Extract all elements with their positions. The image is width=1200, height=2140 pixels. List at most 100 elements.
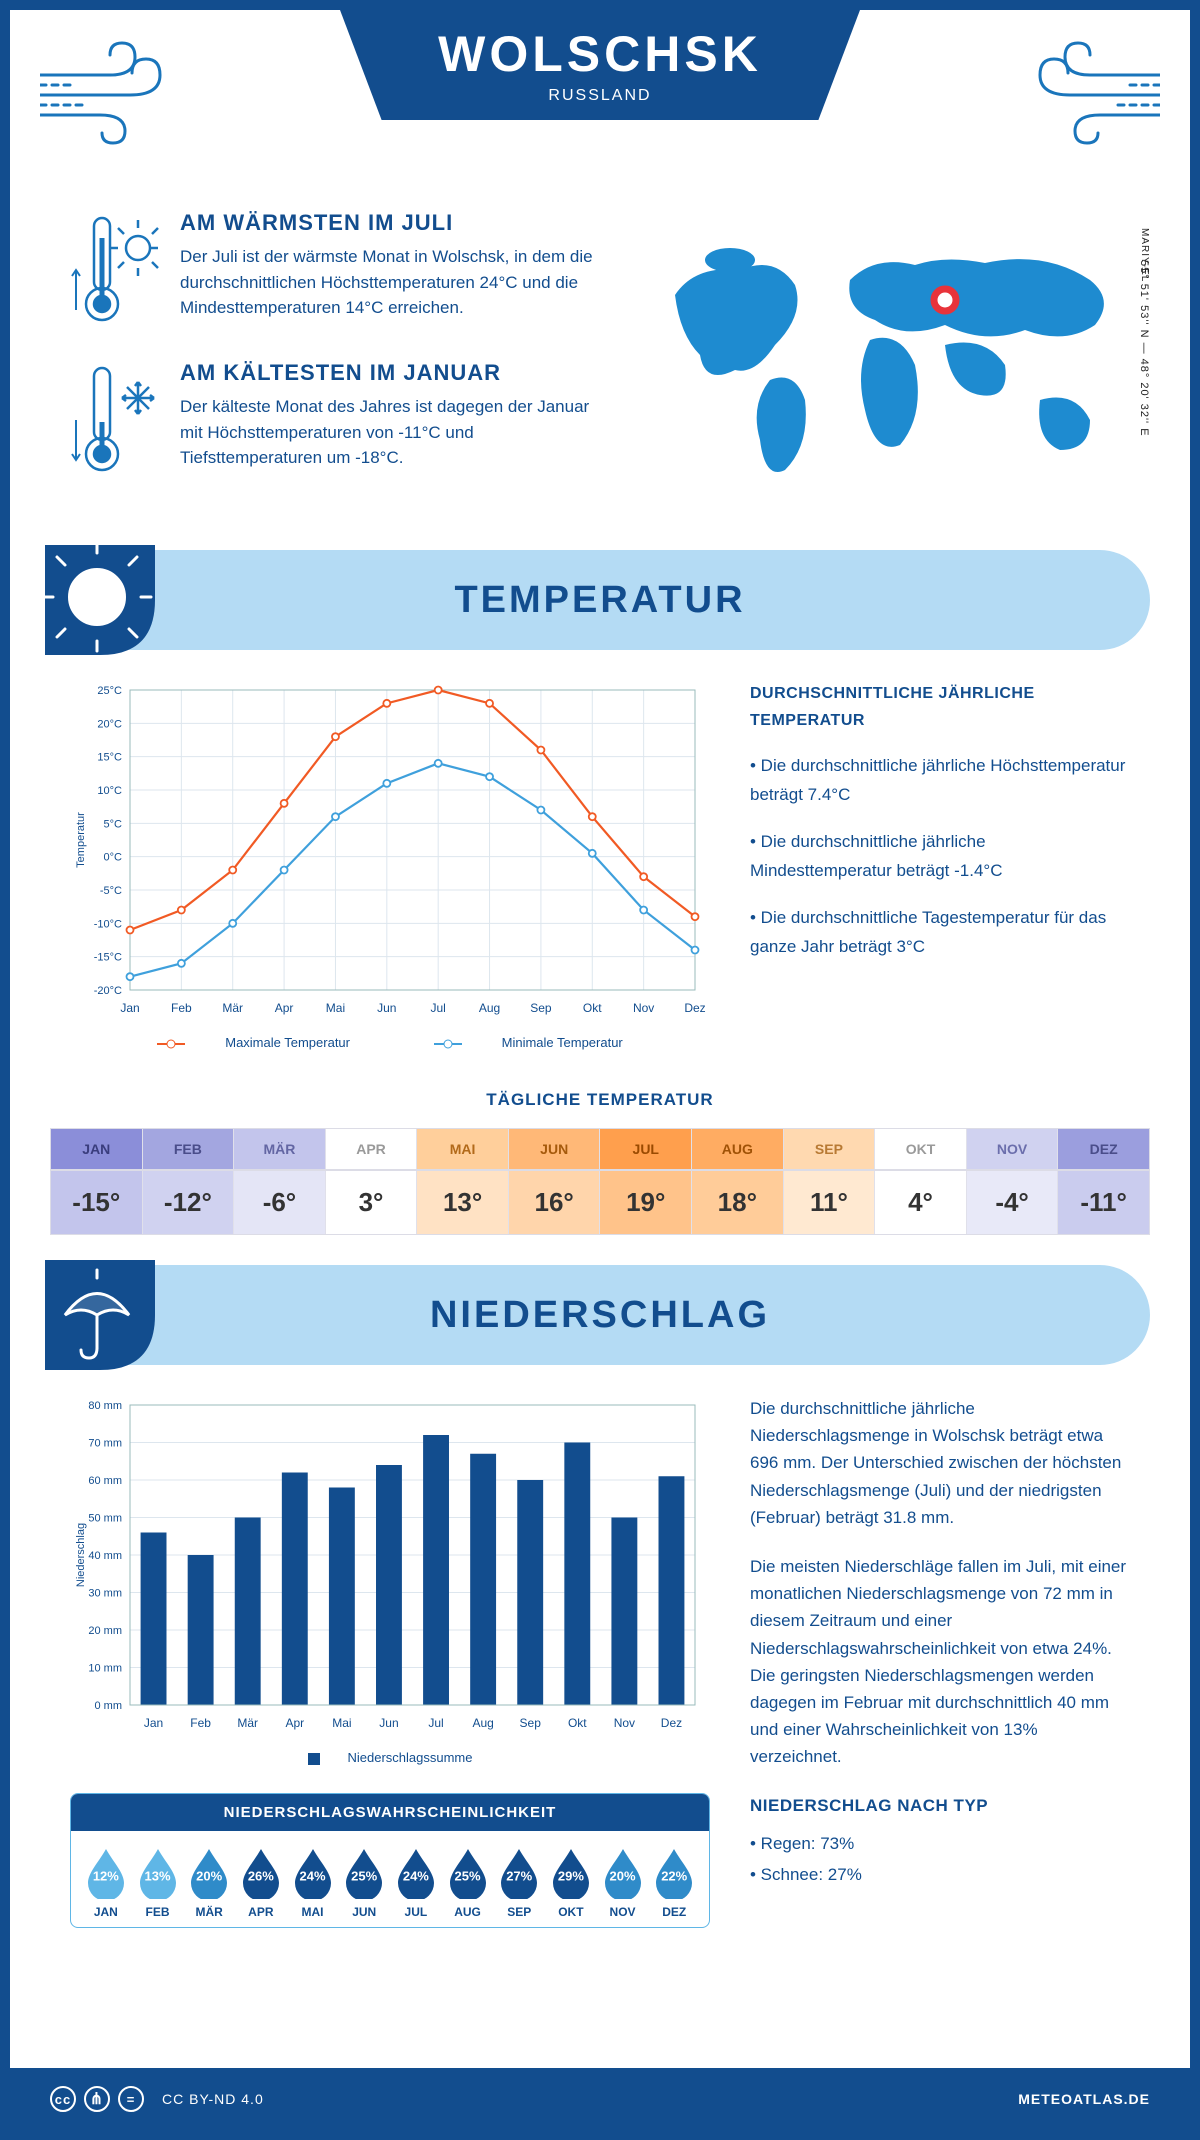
wind-icon-left <box>40 35 200 145</box>
daily-temp-month-cell: MÄR <box>234 1129 326 1169</box>
daily-temp-month-cell: DEZ <box>1058 1129 1149 1169</box>
svg-text:30 mm: 30 mm <box>88 1588 122 1600</box>
daily-temp-value-cell: 19° <box>600 1171 692 1234</box>
temp-note-bullet: • Die durchschnittliche Tagestemperatur … <box>750 904 1130 962</box>
prob-drop: 20%NOV <box>598 1847 648 1919</box>
precip-type-heading: NIEDERSCHLAG NACH TYP <box>750 1792 1130 1819</box>
license-block: cc ⋔ = CC BY-ND 4.0 <box>50 2086 264 2112</box>
svg-text:15°C: 15°C <box>97 752 122 764</box>
svg-text:Jul: Jul <box>428 1716 443 1730</box>
daily-temp-month-cell: JAN <box>51 1129 143 1169</box>
cc-icon: cc <box>50 2086 76 2112</box>
coordinates-label: 55° 51' 53'' N — 48° 20' 32'' E <box>1138 260 1150 437</box>
temperature-line-chart: -20°C-15°C-10°C-5°C0°C5°C10°C15°C20°C25°… <box>70 680 710 1050</box>
prob-drop: 24%JUL <box>391 1847 441 1919</box>
daily-temp-month-cell: FEB <box>143 1129 235 1169</box>
coldest-title: AM KÄLTESTEN IM JANUAR <box>180 360 600 386</box>
title-ribbon: WOLSCHSK RUSSLAND <box>340 10 860 120</box>
precipitation-heading: NIEDERSCHLAG <box>50 1294 1150 1337</box>
svg-text:Feb: Feb <box>190 1716 211 1730</box>
svg-text:Okt: Okt <box>583 1001 602 1015</box>
prob-drop: 13%FEB <box>133 1847 183 1919</box>
daily-temp-value-cell: -11° <box>1058 1171 1149 1234</box>
precipitation-section-header: NIEDERSCHLAG <box>50 1265 1150 1365</box>
precip-type-line: • Schnee: 27% <box>750 1861 1130 1888</box>
daily-temp-month-cell: NOV <box>967 1129 1059 1169</box>
prob-title: NIEDERSCHLAGSWAHRSCHEINLICHKEIT <box>71 1794 709 1831</box>
country-subtitle: RUSSLAND <box>548 87 651 105</box>
header: WOLSCHSK RUSSLAND <box>10 10 1190 190</box>
coldest-text: Der kälteste Monat des Jahres ist dagege… <box>180 394 600 471</box>
temperature-notes: DURCHSCHNITTLICHE JÄHRLICHE TEMPERATUR •… <box>750 680 1130 1050</box>
svg-text:Jun: Jun <box>377 1001 396 1015</box>
temp-note-bullet: • Die durchschnittliche jährliche Mindes… <box>750 828 1130 886</box>
daily-temp-month-cell: OKT <box>875 1129 967 1169</box>
prob-drop: 22%DEZ <box>649 1847 699 1919</box>
svg-text:0°C: 0°C <box>104 852 123 864</box>
city-title: WOLSCHSK <box>438 25 762 83</box>
svg-text:Dez: Dez <box>684 1001 705 1015</box>
legend-min: Minimale Temperatur <box>414 1035 643 1050</box>
thermometer-cold-icon <box>70 360 160 480</box>
svg-text:Mär: Mär <box>237 1716 258 1730</box>
daily-temp-month-cell: APR <box>326 1129 418 1169</box>
svg-text:Sep: Sep <box>530 1001 552 1015</box>
daily-temp-value-cell: 4° <box>875 1171 967 1234</box>
precipitation-bar-chart: 0 mm10 mm20 mm30 mm40 mm50 mm60 mm70 mm8… <box>70 1395 710 1735</box>
svg-text:Nov: Nov <box>614 1716 635 1730</box>
prob-drop: 25%AUG <box>443 1847 493 1919</box>
daily-temp-value-cell: -6° <box>234 1171 326 1234</box>
umbrella-icon <box>45 1260 155 1370</box>
svg-text:40 mm: 40 mm <box>88 1550 122 1562</box>
precip-paragraph-1: Die durchschnittliche jährliche Niedersc… <box>750 1395 1130 1531</box>
prob-drop: 24%MAI <box>288 1847 338 1919</box>
prob-drop: 29%OKT <box>546 1847 596 1919</box>
svg-text:10 mm: 10 mm <box>88 1663 122 1675</box>
svg-text:60 mm: 60 mm <box>88 1475 122 1487</box>
daily-temp-value-cell: -12° <box>143 1171 235 1234</box>
temp-note-bullet: • Die durchschnittliche jährliche Höchst… <box>750 752 1130 810</box>
wind-icon-right <box>1000 35 1160 145</box>
svg-text:-10°C: -10°C <box>94 918 122 930</box>
svg-text:Mär: Mär <box>222 1001 243 1015</box>
daily-temp-value-cell: 18° <box>692 1171 784 1234</box>
svg-text:Sep: Sep <box>520 1716 542 1730</box>
svg-text:Jan: Jan <box>144 1716 163 1730</box>
daily-temp-value-cell: 3° <box>326 1171 418 1234</box>
svg-text:0 mm: 0 mm <box>95 1700 123 1712</box>
svg-text:80 mm: 80 mm <box>88 1400 122 1412</box>
thermometer-hot-icon <box>70 210 160 330</box>
daily-temperature-table: TÄGLICHE TEMPERATUR JANFEBMÄRAPRMAIJUNJU… <box>10 1090 1190 1235</box>
prob-drop: 26%APR <box>236 1847 286 1919</box>
svg-text:10°C: 10°C <box>97 785 122 797</box>
daily-temp-month-cell: JUN <box>509 1129 601 1169</box>
daily-temp-value-cell: 11° <box>784 1171 876 1234</box>
temperature-heading: TEMPERATUR <box>50 579 1150 622</box>
brand-label: METEOATLAS.DE <box>1018 2091 1150 2107</box>
svg-text:50 mm: 50 mm <box>88 1513 122 1525</box>
svg-text:Jun: Jun <box>379 1716 398 1730</box>
precip-legend: Niederschlagssumme <box>288 1750 493 1765</box>
daily-temp-value-cell: -4° <box>967 1171 1059 1234</box>
world-map-icon <box>645 225 1125 495</box>
prob-drop: 20%MÄR <box>184 1847 234 1919</box>
warmest-block: AM WÄRMSTEN IM JULI Der Juli ist der wär… <box>70 210 610 330</box>
precip-paragraph-2: Die meisten Niederschläge fallen im Juli… <box>750 1553 1130 1771</box>
precipitation-notes: Die durchschnittliche jährliche Niedersc… <box>750 1395 1130 1928</box>
footer: cc ⋔ = CC BY-ND 4.0 METEOATLAS.DE <box>10 2068 1190 2130</box>
coldest-block: AM KÄLTESTEN IM JANUAR Der kälteste Mona… <box>70 360 610 480</box>
precipitation-left-column: 0 mm10 mm20 mm30 mm40 mm50 mm60 mm70 mm8… <box>70 1395 710 1928</box>
svg-text:Okt: Okt <box>568 1716 587 1730</box>
svg-text:5°C: 5°C <box>104 818 123 830</box>
daily-temp-month-cell: JUL <box>600 1129 692 1169</box>
svg-text:Aug: Aug <box>479 1001 500 1015</box>
daily-temp-month-cell: AUG <box>692 1129 784 1169</box>
svg-text:-5°C: -5°C <box>100 885 122 897</box>
prob-drop: 25%JUN <box>339 1847 389 1919</box>
precipitation-body: 0 mm10 mm20 mm30 mm40 mm50 mm60 mm70 mm8… <box>10 1395 1190 1928</box>
daily-temp-value-cell: 13° <box>417 1171 509 1234</box>
svg-text:Niederschlag: Niederschlag <box>75 1523 87 1587</box>
world-map-block: MARIY-EL 55° 51' 53'' N — 48° 20' 32'' E <box>640 210 1130 510</box>
page-root: WOLSCHSK RUSSLAND <box>0 0 1200 2140</box>
svg-text:Aug: Aug <box>472 1716 493 1730</box>
